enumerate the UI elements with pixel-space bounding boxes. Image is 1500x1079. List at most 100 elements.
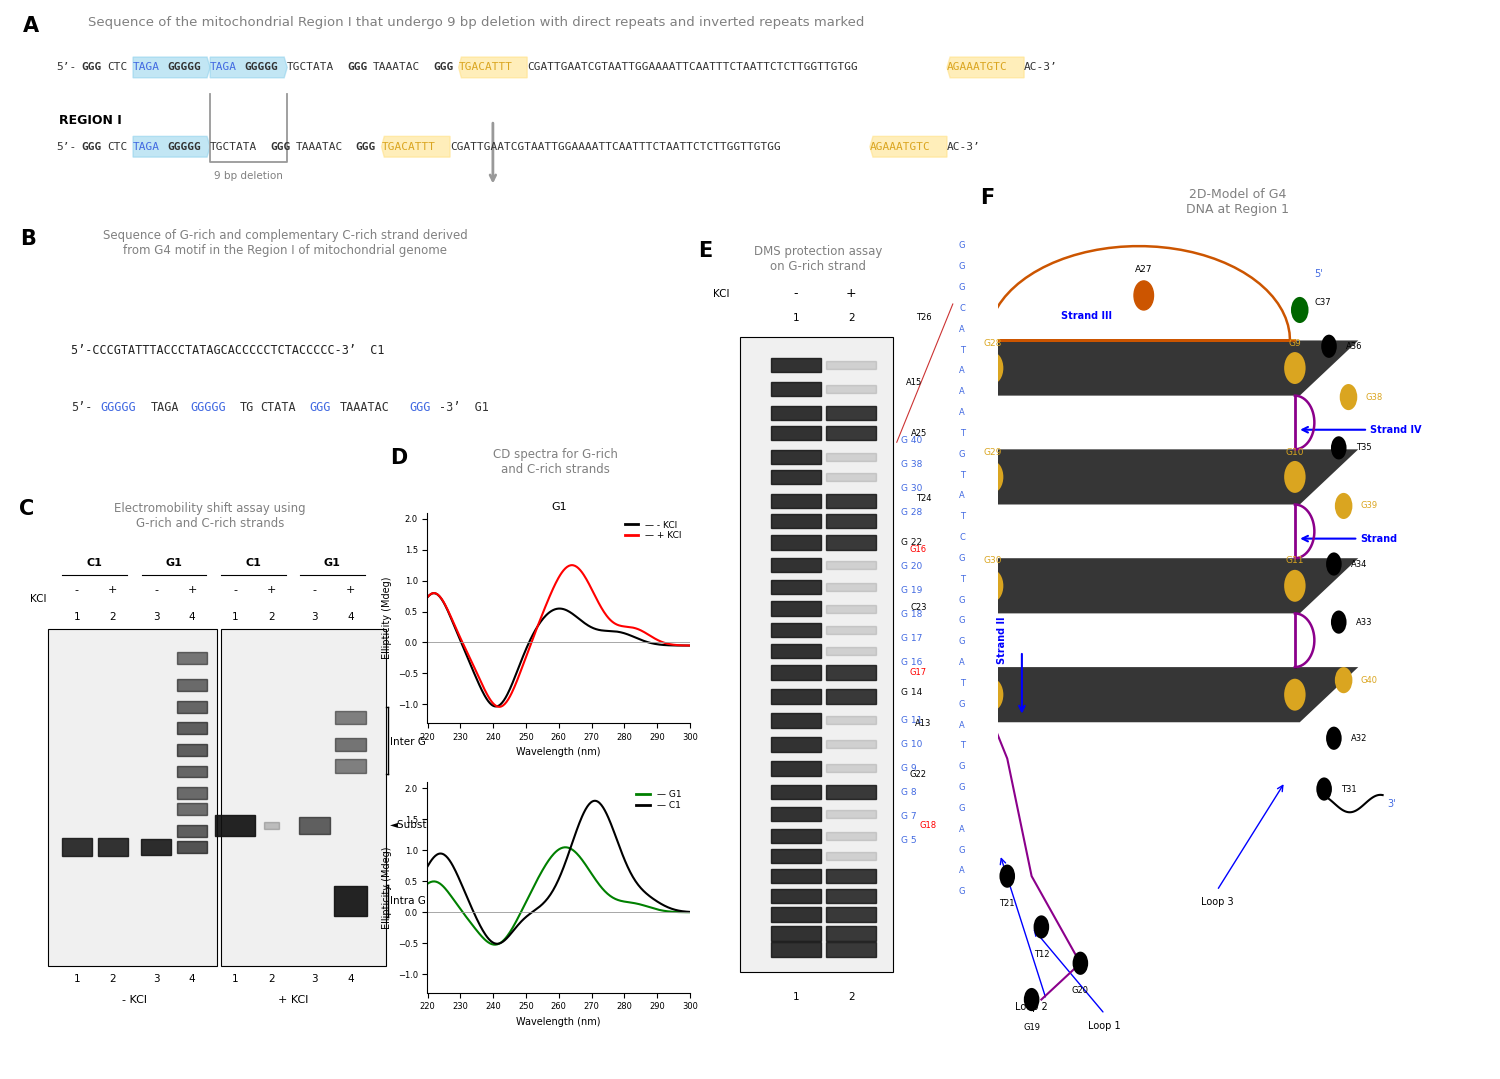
Circle shape [1335, 493, 1353, 519]
Circle shape [1024, 988, 1039, 1011]
Text: 2: 2 [847, 992, 855, 1002]
Text: G11: G11 [1286, 557, 1304, 565]
Bar [771, 666, 820, 680]
Text: GGG: GGG [346, 63, 368, 72]
Bar [220, 628, 387, 966]
Bar [771, 450, 820, 464]
Bar [177, 700, 207, 712]
Bar [827, 473, 876, 481]
FancyArrow shape [946, 57, 1024, 78]
Text: G 9: G 9 [902, 764, 916, 773]
Bar [141, 839, 171, 855]
Text: G30: G30 [984, 557, 1002, 565]
Text: G: G [958, 638, 966, 646]
Text: 3: 3 [310, 613, 318, 623]
Text: TAAATAC: TAAATAC [374, 63, 420, 72]
Bar [334, 738, 366, 751]
Text: 2: 2 [110, 974, 116, 984]
Circle shape [1284, 461, 1305, 493]
Text: TAGA: TAGA [150, 401, 178, 414]
Bar [827, 689, 876, 704]
Text: G 5: G 5 [902, 836, 916, 845]
Text: -: - [232, 586, 237, 596]
Circle shape [936, 422, 951, 445]
X-axis label: Wavelength (nm): Wavelength (nm) [516, 748, 602, 757]
Text: G 38: G 38 [902, 461, 922, 469]
Text: - KCl: - KCl [122, 996, 147, 1006]
Circle shape [936, 538, 951, 561]
Text: G29: G29 [984, 448, 1002, 456]
Bar [771, 535, 820, 549]
Text: + KCl: + KCl [278, 996, 308, 1006]
Text: A: A [22, 16, 39, 37]
Bar [771, 514, 820, 528]
Text: G 8: G 8 [902, 788, 916, 796]
Bar [827, 561, 876, 569]
Bar [771, 829, 820, 844]
Bar [771, 927, 820, 941]
Polygon shape [928, 449, 1359, 505]
Text: A: A [960, 866, 964, 875]
Text: A15: A15 [906, 378, 922, 387]
Text: 5’-: 5’- [56, 63, 76, 72]
Text: 5’-: 5’- [56, 141, 76, 152]
Circle shape [1340, 384, 1358, 410]
Bar [98, 838, 128, 856]
Text: G 40: G 40 [902, 437, 922, 446]
Circle shape [940, 487, 957, 510]
Text: A32: A32 [1352, 734, 1368, 742]
Text: 1: 1 [232, 974, 238, 984]
Text: -: - [312, 586, 316, 596]
Text: 5’-CCCGTATTTACCCTATAGCACCCCCTCTACCCCC-3’  C1: 5’-CCCGTATTTACCCTATAGCACCCCCTCTACCCCC-3’… [70, 344, 384, 357]
Circle shape [982, 570, 1004, 602]
Bar [771, 579, 820, 595]
Text: Intra G: Intra G [390, 896, 426, 906]
Text: A27: A27 [1136, 264, 1152, 274]
Text: G: G [958, 596, 966, 604]
Bar [177, 787, 207, 798]
Text: -: - [154, 586, 158, 596]
Text: GGG: GGG [270, 141, 291, 152]
Text: TGCTATA: TGCTATA [210, 141, 258, 152]
Text: T12: T12 [1034, 951, 1048, 959]
Text: TGACATTT: TGACATTT [381, 141, 435, 152]
Text: TAGA: TAGA [134, 63, 160, 72]
Text: 4: 4 [346, 613, 354, 623]
Text: T: T [960, 470, 964, 479]
Bar [827, 535, 876, 549]
Bar [771, 601, 820, 616]
Circle shape [1326, 726, 1341, 750]
Text: Electromobility shift assay using
G-rich and C-rich strands: Electromobility shift assay using G-rich… [114, 502, 306, 530]
Text: G: G [958, 450, 966, 459]
Text: 1: 1 [74, 974, 80, 984]
Text: +: + [267, 586, 276, 596]
Text: GGG: GGG [410, 401, 430, 414]
Bar [771, 889, 820, 903]
Text: C: C [960, 304, 964, 313]
Text: 1: 1 [74, 613, 80, 623]
Text: A13: A13 [915, 720, 932, 728]
Circle shape [982, 461, 1004, 493]
Text: 3: 3 [153, 974, 159, 984]
Circle shape [936, 661, 951, 684]
Text: A25: A25 [910, 428, 927, 438]
Text: T35: T35 [1356, 443, 1371, 452]
Circle shape [1284, 352, 1305, 384]
Legend: — G1, — C1: — G1, — C1 [633, 787, 686, 814]
Bar [771, 469, 820, 484]
Text: G38: G38 [1365, 393, 1383, 401]
Bar [771, 382, 820, 396]
Text: GGG: GGG [81, 63, 102, 72]
Bar [827, 647, 876, 655]
Text: Inter G: Inter G [390, 737, 426, 747]
Text: GGG: GGG [309, 401, 332, 414]
Bar [827, 740, 876, 749]
Text: 5': 5' [1314, 269, 1323, 278]
Text: G 17: G 17 [902, 633, 922, 643]
Text: G1: G1 [165, 559, 183, 569]
Bar [177, 824, 207, 837]
X-axis label: Wavelength (nm): Wavelength (nm) [516, 1017, 602, 1027]
Circle shape [1134, 281, 1154, 310]
Bar [771, 942, 820, 957]
Bar [827, 604, 876, 613]
